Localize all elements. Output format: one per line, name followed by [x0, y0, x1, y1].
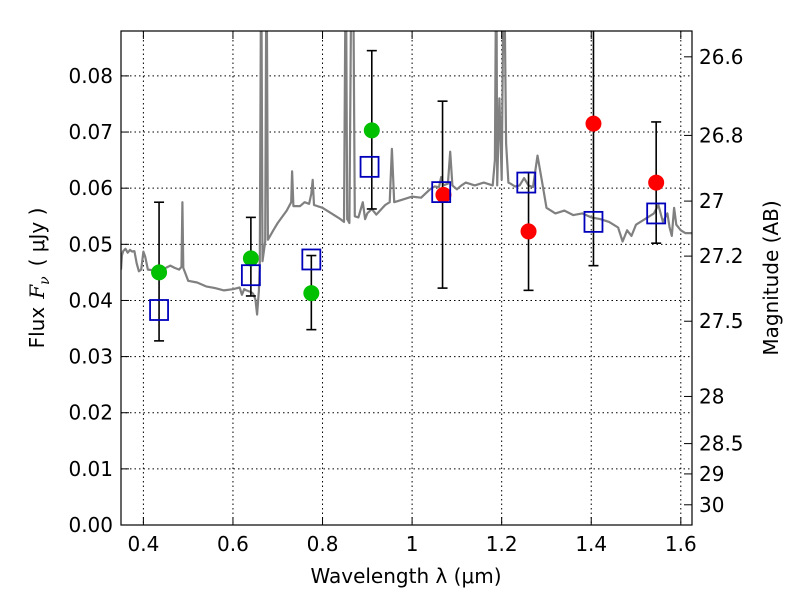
- y2-tick-label: 27.2: [699, 244, 744, 268]
- data-point-square: [359, 155, 380, 178]
- y2-axis-label: Magnitude (AB): [759, 200, 783, 355]
- data-point-circle: [363, 122, 380, 139]
- data-point-square: [516, 171, 537, 194]
- x-tick-label: 1.4: [575, 532, 607, 556]
- data-point-square: [431, 181, 452, 204]
- y2-tick-label: 29: [699, 462, 724, 486]
- x-tick-label: 0.6: [217, 532, 249, 556]
- data-point-circle: [303, 285, 320, 302]
- y2-tick-label: 28: [699, 384, 724, 408]
- data-point-circle: [435, 186, 452, 203]
- x-tick-label: 0.4: [127, 532, 159, 556]
- y-axis-label-symbol: F: [25, 284, 49, 300]
- data-point-circle: [648, 174, 665, 191]
- x-tick-label: 1: [406, 532, 419, 556]
- y2-tick-label: 26.8: [699, 123, 744, 147]
- y2-tick-label: 27: [699, 189, 724, 213]
- x-tick-label: 0.8: [307, 532, 339, 556]
- y-tick-label: 0.03: [68, 345, 113, 369]
- grid-lines: [121, 31, 692, 526]
- axes: 0.4 0.6 0.8 1 1.2 1.4 1.6 0.00 0.01 0.02 0.03 0.04 0…: [68, 31, 744, 556]
- y-tick-label: 0.00: [68, 513, 113, 537]
- data-point-circle: [585, 115, 602, 132]
- data-point-circle: [151, 264, 168, 281]
- y-axis-label-prefix: Flux: [25, 307, 49, 349]
- y-tick-label: 0.05: [68, 232, 113, 256]
- y-axis-label-suffix: ( μJy ): [25, 208, 49, 267]
- y2-tick-label: 26.6: [699, 45, 744, 69]
- plot-area: [121, 31, 692, 342]
- data-point-square: [583, 210, 604, 233]
- y-tick-label: 0.07: [68, 120, 113, 144]
- y2-tick-label: 30: [699, 493, 724, 517]
- data-point-square: [301, 248, 322, 271]
- x-tick-label: 1.2: [486, 532, 518, 556]
- spectrum-line: [121, 31, 692, 316]
- data-point-square: [149, 299, 169, 321]
- y-tick-label: 0.08: [68, 64, 113, 88]
- data-point-circle: [520, 223, 537, 240]
- y-tick-label: 0.02: [68, 401, 113, 425]
- y-tick-label: 0.04: [68, 288, 113, 312]
- data-point-circle: [242, 250, 259, 267]
- x-tick-label: 1.6: [665, 532, 697, 556]
- y2-tick-label: 28.5: [699, 432, 744, 456]
- data-point-square: [646, 202, 667, 225]
- plot-frame: [120, 30, 693, 526]
- y-axis-label: Flux Fν ( μJy ): [25, 208, 53, 349]
- x-axis-label: Wavelength λ (μm): [310, 564, 501, 588]
- y2-tick-label: 27.5: [699, 309, 744, 333]
- data-point-square: [240, 264, 261, 287]
- y-tick-label: 0.06: [68, 176, 113, 200]
- y-tick-label: 0.01: [68, 457, 113, 481]
- y-axis-label-subscript: ν: [37, 276, 53, 285]
